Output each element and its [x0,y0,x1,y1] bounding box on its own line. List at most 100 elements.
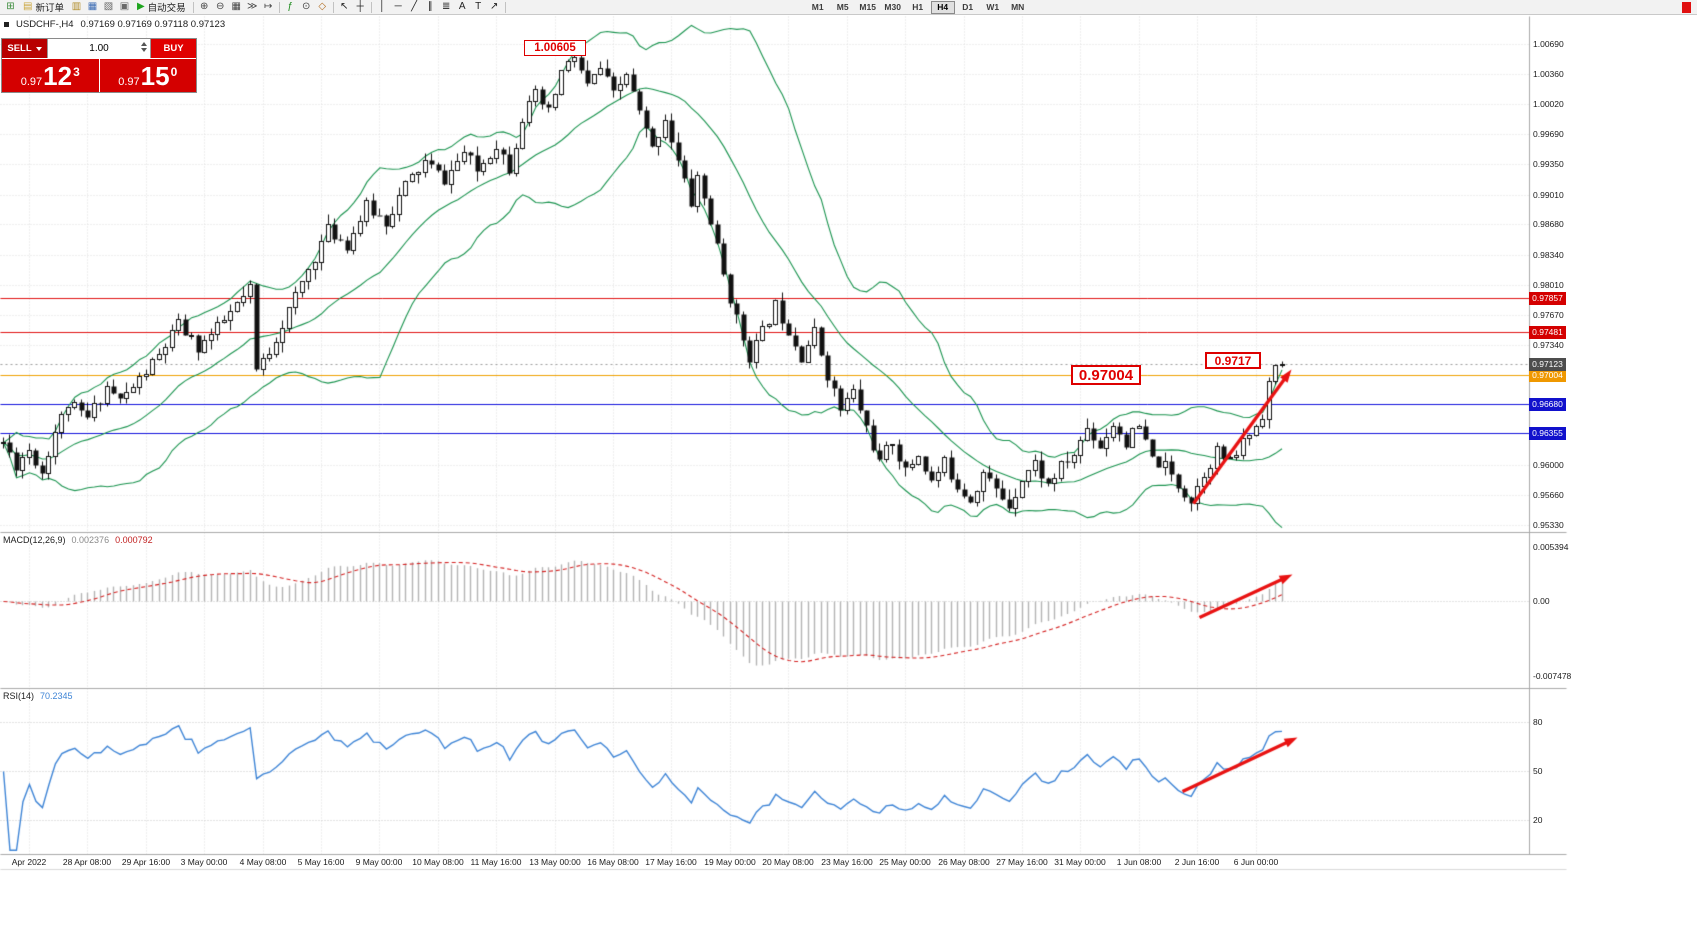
timeframe-m15-button[interactable]: M15 [859,2,876,12]
trendline-icon[interactable]: ╱ [407,1,422,14]
auto-trading-button[interactable]: ▶ 自动交易 [133,1,190,15]
vertical-line-icon[interactable]: │ [375,1,390,14]
timeframe-m30-button[interactable]: M30 [884,2,901,12]
templates-icon[interactable]: ◇ [315,1,330,14]
macd-main-value: 0.002376 [71,535,110,545]
market-watch-icon[interactable]: ▦ [85,1,100,14]
fibonacci-icon[interactable]: ≣ [439,1,454,14]
auto-trading-button-label: 自动交易 [147,3,186,14]
navigator-icon[interactable]: ▧ [101,1,116,14]
new-order-button-label: 新订单 [35,3,64,14]
new-order-icon: ▤ [23,1,33,12]
new-order-button[interactable]: ▤ 新订单 [19,1,68,15]
auto-scroll-icon[interactable]: ≫ [245,1,260,14]
rsi-indicator-label: RSI(14) 70.2345 [3,691,73,701]
profiles-icon[interactable]: ▥ [69,1,84,14]
timeframe-h1-button[interactable]: H1 [912,2,924,12]
profiles-icon-icon: ▥ [71,1,82,12]
ohlc-values: 0.97169 0.97169 0.97118 0.97123 [80,19,226,30]
volume-stepper[interactable] [141,42,147,52]
buy-button-label: BUY [163,43,184,54]
new-chart-icon[interactable]: ⊞ [3,1,18,14]
text-icon-icon: A [458,1,466,12]
periods-icon[interactable]: ⊙ [299,1,314,14]
high-price-annotation: 1.00605 [524,40,586,56]
arrows-icon[interactable]: ↗ [487,1,502,14]
one-click-trading-panel: SELL 1.00 BUY 0.97 12 3 0.97 [1,38,197,93]
volume-increase-icon[interactable] [141,42,147,46]
label-icon[interactable]: T [471,1,486,14]
sell-price-sup: 3 [73,65,80,79]
trendline-icon-icon: ╱ [411,1,418,12]
tile-windows-icon-icon: ▦ [231,1,241,12]
indicators-icon-icon: ƒ [287,1,293,12]
horizontal-line-icon-icon: ─ [394,1,402,12]
buy-price-big: 15 [140,61,170,91]
new-chart-icon-icon: ⊞ [6,1,15,12]
zoom-out-icon-icon: ⊖ [215,1,225,12]
toolbar-separator [278,1,280,13]
timeframe-h4-button[interactable]: H4 [930,0,955,14]
tile-windows-icon[interactable]: ▦ [229,1,244,14]
chart-shift-icon-icon: ↦ [263,1,273,12]
macd-name: MACD(12,26,9) [3,535,66,545]
channel-icon[interactable]: ∥ [423,1,438,14]
horizontal-line-icon[interactable]: ─ [391,1,406,14]
vertical-line-icon-icon: │ [379,1,386,12]
sell-button-label: SELL [7,43,32,54]
buy-price-display[interactable]: 0.97 15 0 [99,59,196,92]
toolbar-separator [192,1,194,13]
volume-control[interactable]: 1.00 [47,39,151,58]
buy-button[interactable]: BUY [151,39,196,58]
arrows-icon-icon: ↗ [489,1,499,12]
timeframe-m1-button[interactable]: M1 [811,2,824,12]
label-icon-icon: T [475,1,482,12]
templates-icon-icon: ◇ [318,1,327,12]
volume-decrease-icon[interactable] [141,48,147,52]
buy-price-sup: 0 [170,65,178,79]
symbol-bullet-icon [4,22,9,27]
rsi-value: 70.2345 [40,691,73,701]
chart-symbol-header: USDCHF-,H4 0.97169 0.97169 0.97118 0.971… [4,19,225,30]
toolbar-separator [370,1,372,13]
indicators-icon[interactable]: ƒ [283,1,298,14]
macd-signal-value: 0.000792 [115,535,153,545]
auto-trading-icon: ▶ [136,1,145,12]
sell-price-big: 12 [43,61,73,91]
channel-icon-icon: ∥ [427,1,433,12]
crosshair-icon-icon: ┼ [356,1,364,12]
zoom-in-icon[interactable]: ⊕ [197,1,212,14]
current-level-annotation: 0.9717 [1205,352,1261,369]
cursor-icon[interactable]: ↖ [337,1,352,14]
fibonacci-icon-icon: ≣ [441,1,451,12]
cursor-icon-icon: ↖ [339,1,349,12]
timeframe-w1-button[interactable]: W1 [986,2,1000,12]
terminal-icon-icon: ▣ [119,1,130,12]
text-icon[interactable]: A [455,1,470,14]
rsi-name: RSI(14) [3,691,35,701]
timeframe-m5-button[interactable]: M5 [836,2,849,12]
terminal-icon[interactable]: ▣ [117,1,132,14]
alert-indicator [1682,1,1691,13]
sell-price-display[interactable]: 0.97 12 3 [2,59,99,92]
toolbar-separator [504,1,506,13]
navigator-icon-icon: ▧ [103,1,114,12]
toolbar: ⊞ ▤ 新订单 ▥ ▦ ▧ ▣ ▶ 自动交易 ⊕ ⊖ ▦ ≫ ↦ ƒ ⊙ ◇ ↖ ┼ │ ─ ╱ ∥ ≣ A T ↗ M1 M5 M15 M… [0,0,1697,15]
volume-value: 1.00 [89,43,109,54]
sell-price-small: 0.97 [20,76,43,88]
zoom-in-icon-icon: ⊕ [199,1,209,12]
market-watch-icon-icon: ▦ [87,1,98,12]
macd-indicator-label: MACD(12,26,9) 0.002376 0.000792 [3,535,153,545]
zoom-out-icon[interactable]: ⊖ [213,1,228,14]
timeframe-d1-button[interactable]: D1 [962,2,974,12]
symbol-text: USDCHF-,H4 [16,19,74,30]
sell-button[interactable]: SELL [2,39,47,58]
buy-price-small: 0.97 [118,76,140,88]
periods-icon-icon: ⊙ [301,1,311,12]
crosshair-icon[interactable]: ┼ [353,1,368,14]
toolbar-separator [332,1,334,13]
timeframe-mn-button[interactable]: MN [1011,2,1025,12]
chart-shift-icon[interactable]: ↦ [261,1,276,14]
